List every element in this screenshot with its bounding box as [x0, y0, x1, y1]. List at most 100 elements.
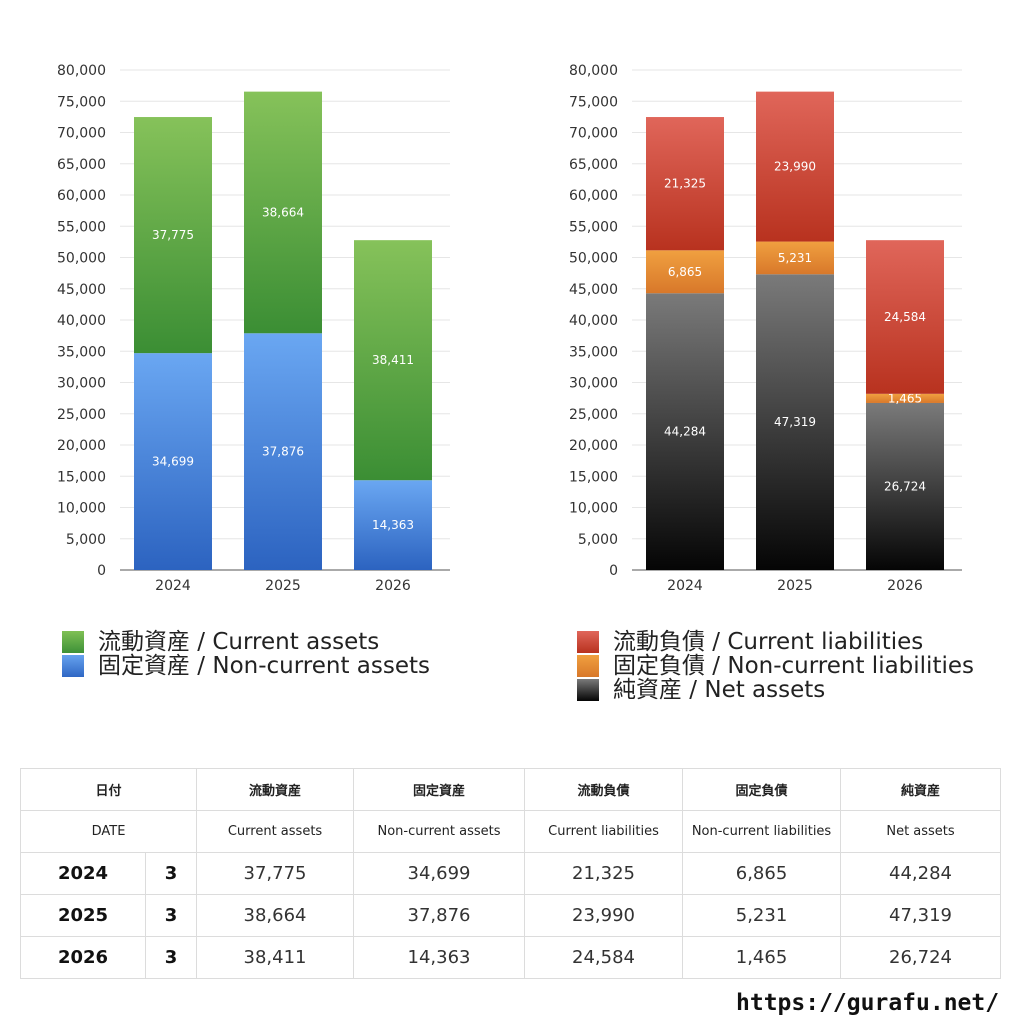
bar-segment: [756, 91, 834, 242]
legend-label: 固定資産 / Non-current assets: [98, 653, 431, 679]
table-header-cell: 固定資産: [353, 768, 526, 811]
bar-segment: [354, 240, 432, 481]
y-tick-label: 80,000: [569, 63, 618, 79]
y-tick-label: 50,000: [569, 251, 618, 267]
table-cell-year: 2025: [20, 894, 146, 937]
y-tick-label: 80,000: [57, 63, 106, 79]
y-tick-label: 25,000: [569, 407, 618, 423]
table-cell: 6,865: [682, 852, 842, 895]
y-tick-label: 55,000: [569, 219, 618, 235]
site-url[interactable]: https://gurafu.net/: [736, 990, 1000, 1016]
x-tick-label: 2025: [265, 578, 301, 594]
table-row: 2025 3 38,664 37,876 23,990 5,231 47,319: [20, 894, 1002, 937]
table-header-cell: Current liabilities: [524, 810, 684, 853]
y-tick-label: 0: [609, 563, 618, 579]
table-row: 2026 3 38,411 14,363 24,584 1,465 26,724: [20, 936, 1002, 979]
liabilities-legend: 流動負債 / Current liabilities 固定負債 / Non-cu…: [577, 630, 974, 702]
table-cell: 37,775: [196, 852, 355, 895]
table-header-cell: Net assets: [840, 810, 1002, 853]
table-cell: 26,724: [840, 936, 1002, 979]
data-label: 37,775: [152, 228, 194, 242]
assets-legend: 流動資産 / Current assets 固定資産 / Non-current…: [62, 630, 430, 678]
legend-label: 固定負債 / Non-current liabilities: [613, 653, 974, 679]
data-label: 26,724: [884, 479, 926, 493]
legend-label: 純資産 / Net assets: [613, 677, 826, 703]
data-label: 14,363: [372, 518, 414, 532]
legend-label: 流動資産 / Current assets: [98, 629, 380, 655]
data-label: 5,231: [778, 251, 812, 265]
table-header-cell: Non-current assets: [353, 810, 526, 853]
y-tick-label: 70,000: [57, 126, 106, 142]
y-tick-label: 40,000: [57, 313, 106, 329]
y-tick-label: 50,000: [57, 251, 106, 267]
x-tick-label: 2024: [155, 578, 191, 594]
x-tick-label: 2024: [667, 578, 703, 594]
bar-segment: [646, 117, 724, 251]
legend-item-current-assets: 流動資産 / Current assets: [62, 630, 430, 654]
y-tick-label: 0: [97, 563, 106, 579]
table-cell: 1,465: [682, 936, 842, 979]
legend-item-non-current-liabilities: 固定負債 / Non-current liabilities: [577, 654, 974, 678]
bar-segment: [646, 293, 724, 570]
table-header-cell: DATE: [19, 810, 198, 853]
table-header-cell: Non-current liabilities: [682, 810, 842, 853]
data-label: 44,284: [664, 425, 706, 439]
legend-item-current-liabilities: 流動負債 / Current liabilities: [577, 630, 974, 654]
bar-segment: [866, 240, 944, 394]
assets-stacked-bar-chart: 0 5,000 10,000 15,000 20,000 25,000 30,000 35,0…: [57, 63, 450, 594]
balance-sheet-table: 日付 流動資産 固定資産 流動負債 固定負債 純資産 DATE Current …: [19, 768, 1002, 979]
table-header-cell: 流動負債: [524, 768, 684, 811]
bar-segment: [134, 117, 212, 354]
y-tick-label: 65,000: [57, 157, 106, 173]
data-label: 34,699: [152, 455, 194, 469]
bar-segment: [866, 402, 944, 570]
y-tick-label: 25,000: [57, 407, 106, 423]
bar-segment: [134, 353, 212, 570]
y-tick-label: 15,000: [569, 469, 618, 485]
y-tick-label: 20,000: [57, 438, 106, 454]
data-label: 23,990: [774, 160, 816, 174]
legend-item-net-assets: 純資産 / Net assets: [577, 678, 974, 702]
y-tick-label: 45,000: [569, 282, 618, 298]
y-tick-label: 5,000: [66, 532, 106, 548]
bar-segment: [244, 91, 322, 334]
table-header-row-jp: 日付 流動資産 固定資産 流動負債 固定負債 純資産: [19, 768, 1002, 811]
legend-item-non-current-assets: 固定資産 / Non-current assets: [62, 654, 430, 678]
y-tick-label: 5,000: [578, 532, 618, 548]
y-tick-label: 35,000: [569, 344, 618, 360]
legend-swatch: [577, 679, 599, 701]
table-header-cell: 純資産: [840, 768, 1002, 811]
table-cell-month: 3: [144, 936, 198, 979]
y-tick-label: 75,000: [569, 94, 618, 110]
y-tick-label: 45,000: [57, 282, 106, 298]
bar-segment: [354, 480, 432, 570]
bar-segment: [646, 250, 724, 294]
table-cell: 47,319: [840, 894, 1002, 937]
bar-segment: [756, 241, 834, 275]
table-cell: 38,664: [196, 894, 355, 937]
table-cell: 38,411: [196, 936, 355, 979]
x-tick-label: 2026: [375, 578, 411, 594]
bar-segment: [866, 393, 944, 403]
table-header-row-en: DATE Current assets Non-current assets C…: [19, 810, 1002, 853]
data-label: 21,325: [664, 177, 706, 191]
x-tick-label: 2026: [887, 578, 923, 594]
legend-swatch: [577, 655, 599, 677]
y-tick-label: 65,000: [569, 157, 618, 173]
data-label: 47,319: [774, 415, 816, 429]
y-tick-label: 70,000: [569, 126, 618, 142]
y-tick-label: 60,000: [569, 188, 618, 204]
table-cell: 34,699: [353, 852, 526, 895]
table-cell-year: 2024: [20, 852, 146, 895]
data-label: 24,584: [884, 310, 926, 324]
table-cell: 44,284: [840, 852, 1002, 895]
y-tick-label: 10,000: [57, 501, 106, 517]
y-tick-label: 10,000: [569, 501, 618, 517]
y-tick-label: 55,000: [57, 219, 106, 235]
table-cell-month: 3: [144, 852, 198, 895]
y-tick-label: 15,000: [57, 469, 106, 485]
table-header-cell: 日付: [19, 768, 198, 811]
y-tick-label: 60,000: [57, 188, 106, 204]
table-cell: 37,876: [353, 894, 526, 937]
x-tick-label: 2025: [777, 578, 813, 594]
